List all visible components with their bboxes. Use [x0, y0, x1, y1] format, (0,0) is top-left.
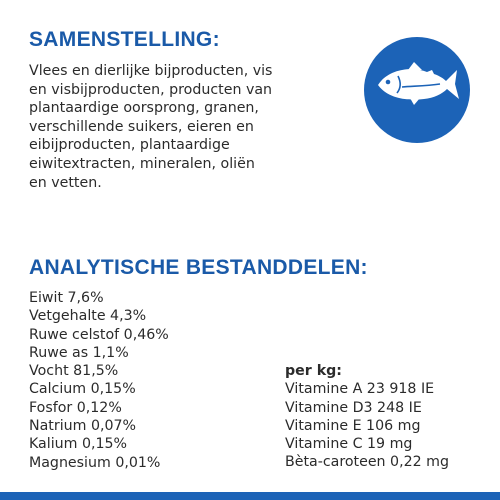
list-item: Bèta-caroteen 0,22 mg — [285, 454, 449, 471]
list-item: Vitamine C 19 mg — [285, 436, 413, 453]
list-item: Eiwit 7,6% — [29, 290, 104, 306]
composition-line: eibijproducten, plantaardige — [29, 137, 230, 154]
analysis-heading: ANALYTISCHE BESTANDDELEN: — [29, 256, 368, 279]
composition-text: Vlees en dierlijke bijproducten, vis en … — [29, 62, 349, 192]
composition-heading: SAMENSTELLING: — [29, 28, 220, 51]
per-kg-list: per kg: Vitamine A 23 918 IE Vitamine D3… — [285, 362, 449, 472]
list-item: Vitamine A 23 918 IE — [285, 381, 435, 398]
composition-line: plantaardige oorsprong, granen, — [29, 100, 259, 117]
list-item: Natrium 0,07% — [29, 418, 137, 435]
fish-badge — [364, 37, 470, 143]
composition-line: verschillende suikers, eieren en — [29, 118, 254, 135]
analysis-list: Eiwit 7,6% Vetgehalte 4,3% Ruwe celstof … — [29, 289, 169, 472]
list-item: Vitamine D3 248 IE — [285, 399, 422, 416]
composition-line: eiwitextracten, mineralen, oliën — [29, 155, 255, 172]
list-item: Vetgehalte 4,3% — [29, 308, 147, 325]
list-item: Magnesium 0,01% — [29, 454, 161, 471]
composition-line: en vetten. — [29, 174, 102, 191]
fish-icon — [378, 62, 459, 105]
list-item: Vitamine E 106 mg — [285, 417, 421, 434]
bottom-bar — [0, 492, 500, 500]
per-kg-label: per kg: — [285, 363, 342, 379]
list-item: Ruwe as 1,1% — [29, 344, 129, 361]
list-item: Calcium 0,15% — [29, 381, 136, 398]
list-item: Ruwe celstof 0,46% — [29, 326, 169, 343]
list-item: Vocht 81,5% — [29, 363, 119, 380]
composition-line: en visbijproducten, producten van — [29, 81, 273, 98]
list-item: Kalium 0,15% — [29, 436, 128, 453]
composition-line: Vlees en dierlijke bijproducten, vis — [29, 63, 273, 79]
list-item: Fosfor 0,12% — [29, 399, 122, 416]
